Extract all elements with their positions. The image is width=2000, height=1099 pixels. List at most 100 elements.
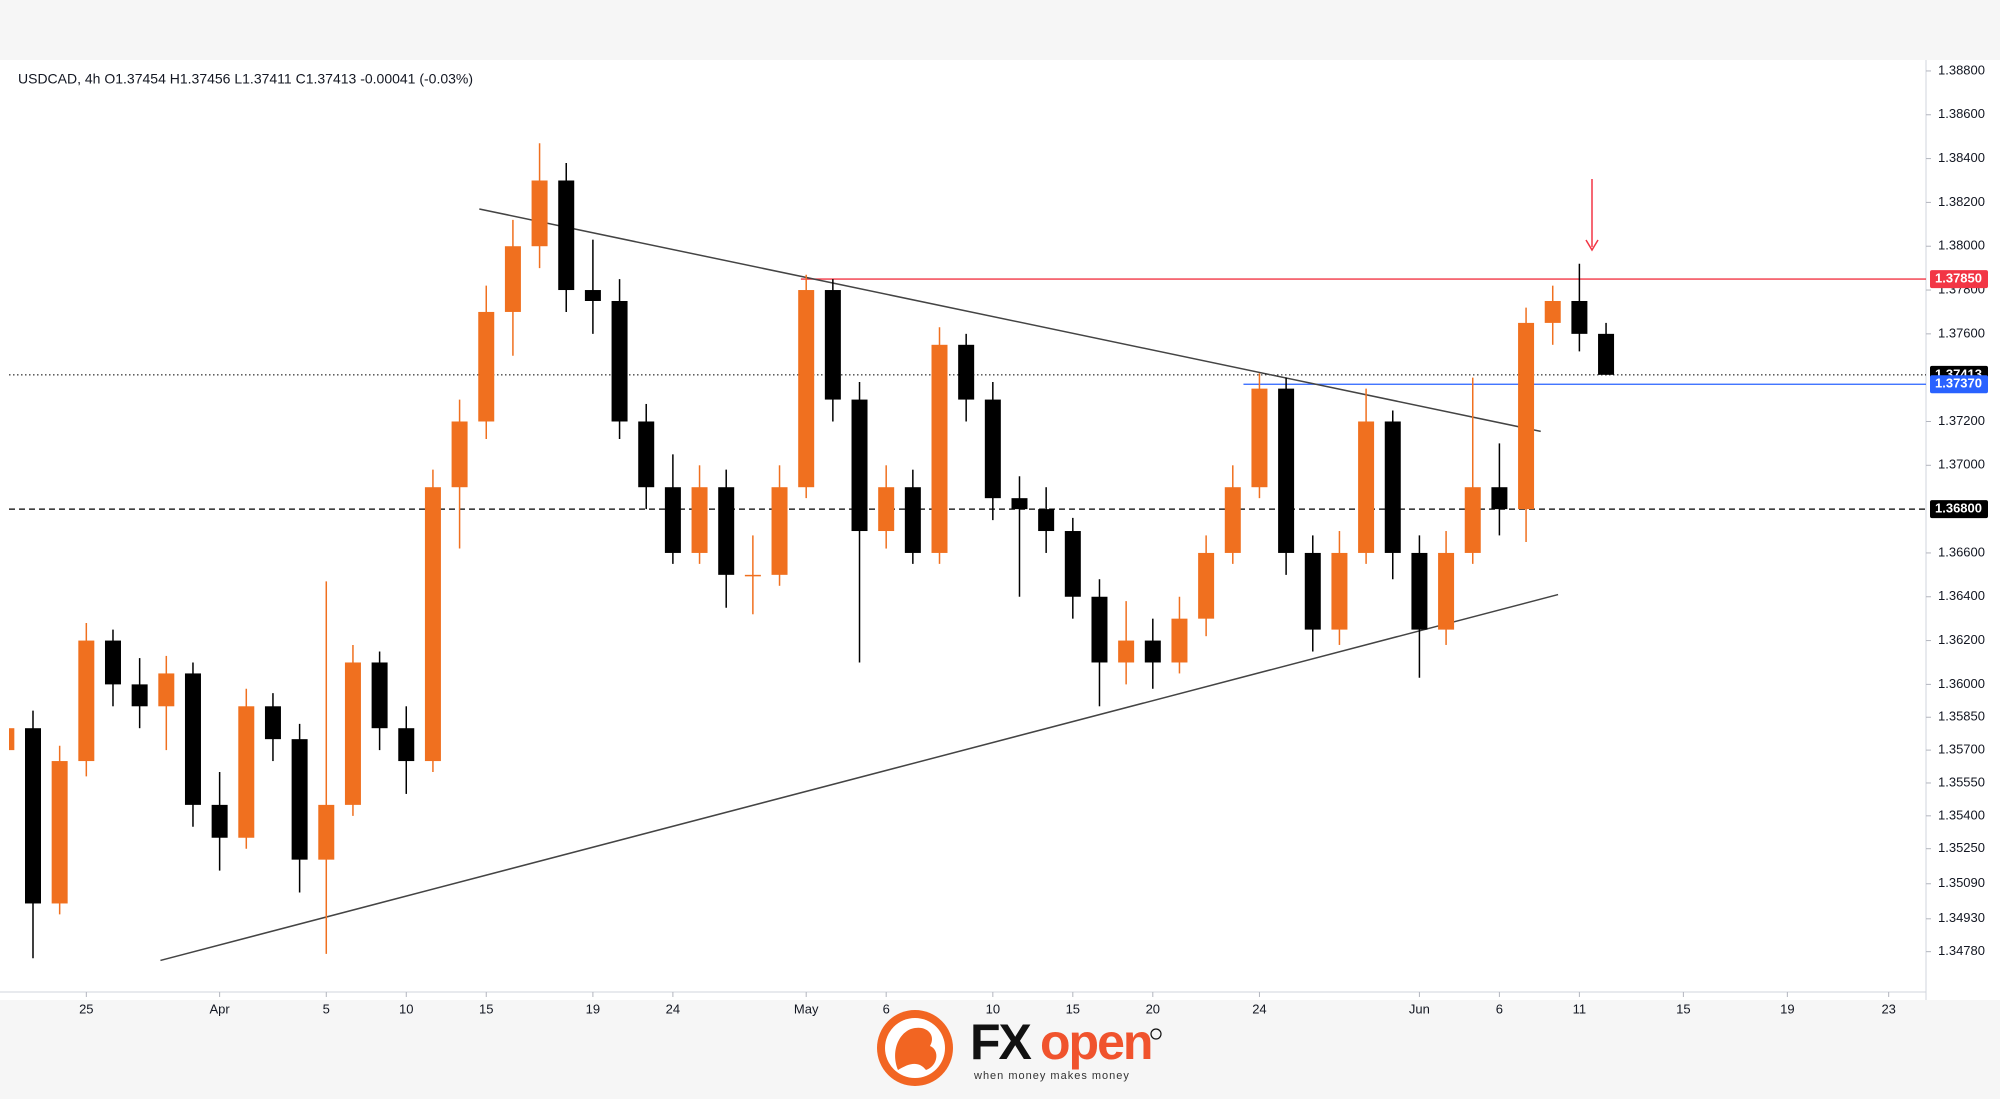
candle-body xyxy=(1518,322,1535,510)
price-level-tag xyxy=(1930,375,1988,394)
candle-body xyxy=(1171,618,1188,663)
brand-tagline: when money makes money xyxy=(973,1070,1130,1082)
candle-body xyxy=(158,673,175,707)
trendline xyxy=(160,593,1559,962)
y-tick-label: 1.38800 xyxy=(1938,62,1985,77)
candle-body xyxy=(1278,388,1295,553)
candle-body xyxy=(104,640,121,685)
x-tick-label: 25 xyxy=(79,1001,93,1016)
y-tick-label: 1.37000 xyxy=(1938,457,1985,472)
brand-open: open xyxy=(1040,1014,1151,1070)
price-level-tag xyxy=(1930,500,1988,519)
x-tick-label: 11 xyxy=(1573,1001,1587,1016)
x-tick-label: Apr xyxy=(210,1001,231,1016)
y-tick-label: 1.36000 xyxy=(1938,676,1985,691)
candle-body xyxy=(1464,487,1481,553)
brand-fx: FX xyxy=(970,1014,1032,1070)
y-tick-label: 1.35850 xyxy=(1938,709,1985,724)
candle-body xyxy=(211,804,228,838)
footer-background xyxy=(0,1000,2000,1099)
candle-body xyxy=(1571,300,1588,334)
x-tick-label: 19 xyxy=(1780,1001,1794,1016)
candle-body xyxy=(1491,487,1508,510)
candle-body xyxy=(1598,333,1615,375)
y-tick-label: 1.36200 xyxy=(1938,632,1985,647)
candle-body xyxy=(824,290,841,400)
candle-body xyxy=(1064,531,1081,597)
candle-body xyxy=(718,487,735,575)
candle-body xyxy=(131,684,148,707)
candle-body xyxy=(638,421,655,488)
candle-body xyxy=(691,487,708,553)
candle-body xyxy=(984,399,1001,499)
x-tick-label: 23 xyxy=(1881,1001,1895,1016)
candle-body xyxy=(931,344,948,553)
logo-bull xyxy=(895,1027,937,1070)
candle-body xyxy=(1091,596,1108,663)
candle-body xyxy=(851,399,868,532)
y-tick-label: 1.36600 xyxy=(1938,544,1985,559)
top-strip xyxy=(0,0,2000,60)
candle-body xyxy=(904,487,921,553)
y-tick-label: 1.35090 xyxy=(1938,875,1985,890)
y-tick-label: 1.35250 xyxy=(1938,840,1985,855)
candle-body xyxy=(878,487,895,532)
y-tick-label: 1.37200 xyxy=(1938,413,1985,428)
x-tick-label: 24 xyxy=(1252,1001,1266,1016)
candle-body xyxy=(1198,552,1215,619)
candle-body xyxy=(184,673,201,805)
price-level-label: 1.36800 xyxy=(1935,501,1982,516)
candle-body xyxy=(611,300,628,422)
symbol-legend: USDCAD, 4h O1.37454 H1.37456 L1.37411 C1… xyxy=(18,71,473,87)
candle-body xyxy=(1331,552,1348,630)
axes: 1.34780 1.34930 1.35090 1.35250 1.35400 1.355… xyxy=(79,62,1988,1016)
candle-body xyxy=(1544,300,1561,323)
plot-area xyxy=(9,143,1926,962)
y-tick-label: 1.35400 xyxy=(1938,807,1985,822)
x-tick-label: 6 xyxy=(1496,1001,1503,1016)
candle-body xyxy=(291,739,308,860)
candle-body xyxy=(478,311,495,422)
candle-body xyxy=(1304,552,1321,630)
candle-body xyxy=(371,662,388,729)
candle-body xyxy=(1358,421,1375,553)
candle-body xyxy=(584,290,601,301)
candle-body xyxy=(1144,640,1161,663)
candle-body xyxy=(424,487,441,762)
candle-body xyxy=(264,706,281,740)
y-tick-label: 1.34930 xyxy=(1938,910,1985,925)
y-tick-label: 1.38400 xyxy=(1938,150,1985,165)
candle-body xyxy=(558,180,575,291)
trendline xyxy=(479,208,1541,433)
candle-body xyxy=(451,421,468,488)
candle-body xyxy=(771,487,788,575)
candle-body xyxy=(798,290,815,488)
y-tick-label: 1.34780 xyxy=(1938,943,1985,958)
candle-body xyxy=(238,706,255,838)
candle-body xyxy=(1384,421,1401,553)
candle-body xyxy=(504,246,521,312)
price-level-label: 1.37850 xyxy=(1935,271,1982,286)
fxopen-logo: FX open when money makes money xyxy=(877,1010,1162,1086)
x-tick-label: 24 xyxy=(666,1001,680,1016)
x-tick-label: 20 xyxy=(1146,1001,1160,1016)
y-tick-label: 1.35700 xyxy=(1938,742,1985,757)
x-tick-label: 6 xyxy=(883,1001,890,1016)
candle-body xyxy=(1038,509,1055,532)
candle-body xyxy=(318,804,335,860)
x-tick-label: 15 xyxy=(1066,1001,1080,1016)
x-tick-label: Jun xyxy=(1409,1001,1430,1016)
candle-body xyxy=(1224,487,1241,553)
candle-body xyxy=(1251,388,1268,488)
candle-body xyxy=(9,728,15,751)
y-tick-label: 1.38600 xyxy=(1938,106,1985,121)
y-tick-label: 1.36400 xyxy=(1938,588,1985,603)
candle-body xyxy=(1118,640,1135,663)
y-tick-label: 1.38000 xyxy=(1938,238,1985,253)
x-tick-label: 10 xyxy=(399,1001,413,1016)
candle-body xyxy=(24,728,41,904)
y-tick-label: 1.38200 xyxy=(1938,194,1985,209)
candle-body xyxy=(344,662,361,805)
price-level-tag xyxy=(1930,270,1988,289)
